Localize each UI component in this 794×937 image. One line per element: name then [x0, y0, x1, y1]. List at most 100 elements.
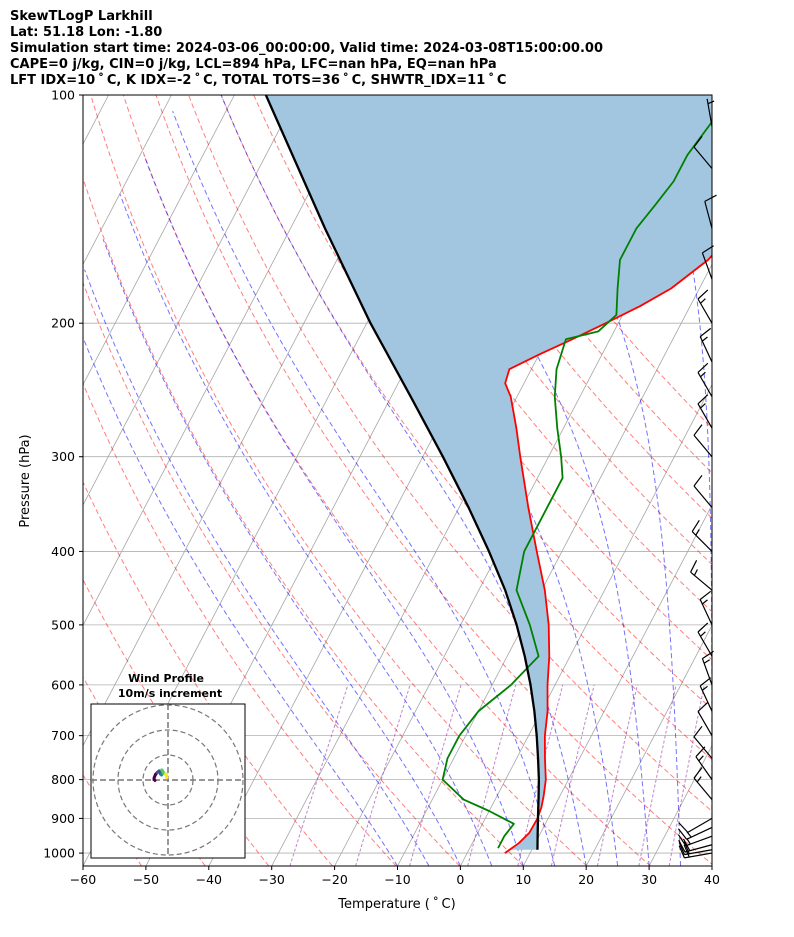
- dry-adiabat-line: [90, 95, 588, 866]
- y-tick-label: 900: [51, 811, 75, 826]
- moist-adiabat-line: [172, 110, 556, 866]
- isotherm-line: [522, 504, 712, 866]
- isotherm-line: [585, 624, 712, 866]
- moist-adiabat-line: [83, 336, 398, 866]
- wind-barb: [678, 841, 713, 856]
- dewpoint-line: [441, 120, 712, 849]
- wind-barb-shaft: [693, 136, 713, 169]
- wind-barb: [706, 98, 715, 127]
- wind-barb-shaft: [693, 424, 713, 458]
- hodograph-segment: [164, 772, 169, 777]
- wind-barb: [677, 826, 713, 840]
- isotherm-line: [83, 95, 298, 506]
- moist-adiabat-line: [743, 95, 762, 866]
- isotherm-line: [83, 95, 361, 627]
- wind-barb-shaft: [693, 725, 713, 759]
- wind-barb-shaft: [706, 98, 715, 127]
- mixing-ratio-line: [289, 684, 349, 866]
- wind-barb-shaft: [691, 519, 713, 552]
- mixing-ratio-line: [596, 684, 638, 866]
- title-block: SkewTLogP Larkhill Lat: 51.18 Lon: -1.80…: [10, 9, 603, 89]
- wind-barb: [690, 560, 713, 591]
- wind-barb-shaft: [704, 194, 717, 229]
- wind-barb: [704, 194, 717, 229]
- y-tick-label: 800: [51, 772, 75, 787]
- wind-barb: [693, 767, 713, 800]
- wind-barb-shaft: [693, 474, 713, 508]
- dry-adiabat-line: [83, 281, 461, 866]
- wind-barb: [693, 474, 713, 508]
- wind-barb: [693, 725, 713, 759]
- moist-adiabat-line: [143, 154, 524, 866]
- wind-barb: [691, 519, 713, 552]
- x-tick-label: −50: [133, 872, 159, 887]
- wind-barb-shaft: [677, 826, 713, 840]
- wind-barb: [693, 424, 713, 458]
- moist-adiabat-line: [102, 239, 461, 866]
- x-tick-label: 0: [456, 872, 464, 887]
- x-tick-label: −40: [196, 872, 222, 887]
- wind-barb-shaft: [695, 746, 713, 780]
- grid-lines: [83, 95, 762, 866]
- wind-barbs: [677, 98, 717, 859]
- sounding-series: [264, 95, 712, 854]
- x-tick-label: −10: [384, 872, 410, 887]
- wind-barb-shaft: [678, 841, 713, 856]
- wind-barb: [697, 701, 713, 736]
- mixing-ratio-line: [638, 684, 677, 866]
- mixing-ratio-line: [409, 684, 462, 866]
- wind-barb-shaft: [690, 560, 713, 591]
- mixing-ratio-line: [467, 684, 517, 866]
- wind-barb: [697, 622, 713, 657]
- wind-barb: [701, 650, 714, 686]
- moist-adiabat-line: [290, 95, 619, 866]
- isotherm-line: [460, 383, 712, 866]
- title-location: Lat: 51.18 Lon: -1.80: [10, 25, 163, 40]
- dry-adiabat-line: [448, 95, 712, 429]
- x-tick-label: −60: [70, 872, 96, 887]
- x-tick-label: 40: [704, 872, 720, 887]
- hodograph-inset: Wind Profile 10m/s increment: [90, 672, 246, 859]
- title-station: SkewTLogP Larkhill: [10, 9, 153, 24]
- x-tick-label: −20: [321, 872, 347, 887]
- wind-barb: [697, 289, 713, 324]
- x-axis-label: Temperature ( ˚ C): [337, 896, 455, 912]
- wind-barb-shaft: [697, 622, 713, 657]
- wind-barb: [701, 245, 714, 280]
- wind-barb-shaft: [678, 817, 713, 833]
- y-tick-label: 700: [51, 728, 75, 743]
- isotherm-line: [83, 95, 172, 266]
- mixing-ratio-line: [355, 684, 411, 866]
- hodograph-plot: [91, 704, 245, 858]
- hodograph-subtitle: 10m/s increment: [118, 687, 222, 700]
- dry-adiabat-line: [155, 95, 712, 865]
- wind-barb-shaft: [693, 767, 713, 800]
- title-stability-indices: LFT IDX=10 ˚ C, K IDX=-2 ˚ C, TOTAL TOTS…: [10, 73, 507, 88]
- dry-adiabat-line: [83, 176, 524, 866]
- temperature-line: [504, 254, 712, 854]
- isotherm-line: [397, 263, 712, 866]
- wind-barb-shaft: [678, 838, 713, 853]
- x-tick-label: 30: [641, 872, 657, 887]
- y-tick-label: 1000: [43, 846, 75, 861]
- isotherm-line: [83, 95, 235, 386]
- x-tick-label: 20: [578, 872, 594, 887]
- dry-adiabat-line: [188, 95, 712, 812]
- dry-adiabat-line: [383, 95, 712, 519]
- y-tick-label: 300: [51, 449, 75, 464]
- y-tick-label: 400: [51, 544, 75, 559]
- y-tick-label: 200: [51, 316, 75, 331]
- wind-barb: [695, 746, 713, 780]
- y-axis-ticks: 100 200 300 400 500 600 700 800 900 1000: [43, 88, 83, 861]
- y-tick-label: 600: [51, 677, 75, 692]
- wind-barb: [699, 590, 713, 626]
- mixing-ratio-line: [550, 684, 595, 866]
- dry-adiabat-line: [83, 382, 397, 866]
- moist-adiabat-line: [119, 193, 493, 866]
- wind-barb-shaft: [697, 362, 713, 397]
- dry-adiabat-line: [351, 95, 712, 566]
- cin-area: [265, 95, 712, 850]
- hodograph-title: Wind Profile: [128, 672, 204, 685]
- wind-barb-shaft: [699, 590, 713, 626]
